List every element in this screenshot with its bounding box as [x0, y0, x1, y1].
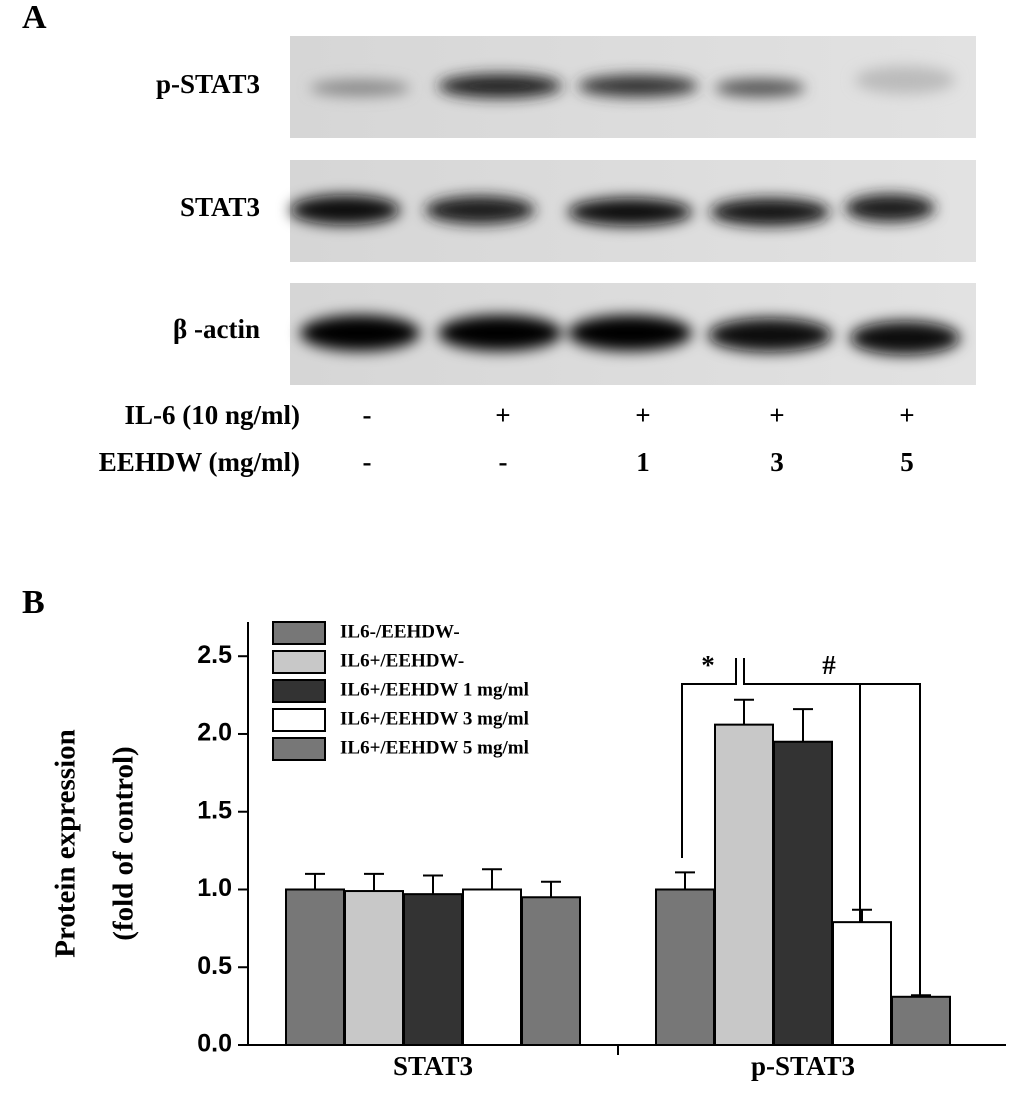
lane-label: 1: [636, 447, 650, 477]
annotation: *: [701, 650, 715, 680]
y-tick-label: 1.0: [197, 874, 232, 902]
legend-label: IL6+/EEHDW-: [340, 650, 464, 671]
panel-label: B: [22, 584, 45, 621]
bar: [285, 888, 345, 1046]
legend-swatch: [272, 650, 326, 674]
lane-label: +: [769, 400, 784, 430]
y-axis-label: (fold of control): [108, 746, 140, 940]
lane-label: 3: [770, 447, 784, 477]
panel-label: A: [22, 0, 47, 36]
lane-label: +: [899, 400, 914, 430]
y-tick-label: 2.5: [197, 641, 232, 669]
x-tick-label: STAT3: [393, 1051, 473, 1081]
lane-label: 5: [900, 447, 914, 477]
legend-label: IL6+/EEHDW 3 mg/ml: [340, 708, 529, 729]
bar: [891, 995, 951, 1047]
row-label: STAT3: [180, 192, 260, 222]
bar: [832, 921, 892, 1046]
bar: [403, 893, 463, 1047]
y-tick-label: 0.5: [197, 952, 232, 980]
bar: [655, 888, 715, 1046]
bar: [714, 723, 774, 1046]
lane-label: -: [363, 400, 372, 430]
lane-label: +: [635, 400, 650, 430]
significance-brackets: [681, 658, 921, 1000]
x-tick-label: p-STAT3: [751, 1051, 855, 1081]
treatment-label: EEHDW (mg/ml): [99, 447, 300, 477]
legend-label: IL6+/EEHDW 5 mg/ml: [340, 737, 529, 758]
bar: [773, 740, 833, 1046]
treatment-label: IL-6 (10 ng/ml): [125, 400, 301, 430]
y-tick-label: 2.0: [197, 719, 232, 747]
legend-swatch: [272, 621, 326, 645]
lane-label: -: [363, 447, 372, 477]
bar: [462, 888, 522, 1046]
legend-label: IL6-/EEHDW-: [340, 621, 460, 642]
legend-swatch: [272, 708, 326, 732]
legend-swatch: [272, 737, 326, 761]
bar: [521, 896, 581, 1047]
row-label: β -actin: [173, 314, 260, 344]
y-tick-label: 0.0: [197, 1030, 232, 1058]
legend-swatch: [272, 679, 326, 703]
y-axis-label: Protein expression: [50, 729, 82, 958]
lane-label: +: [495, 400, 510, 430]
y-tick-label: 1.5: [197, 796, 232, 824]
bar: [344, 890, 404, 1047]
annotation: #: [822, 650, 836, 680]
lane-label: -: [499, 447, 508, 477]
blot-images: [290, 36, 976, 385]
row-label: p-STAT3: [156, 69, 260, 99]
legend-label: IL6+/EEHDW 1 mg/ml: [340, 679, 529, 700]
